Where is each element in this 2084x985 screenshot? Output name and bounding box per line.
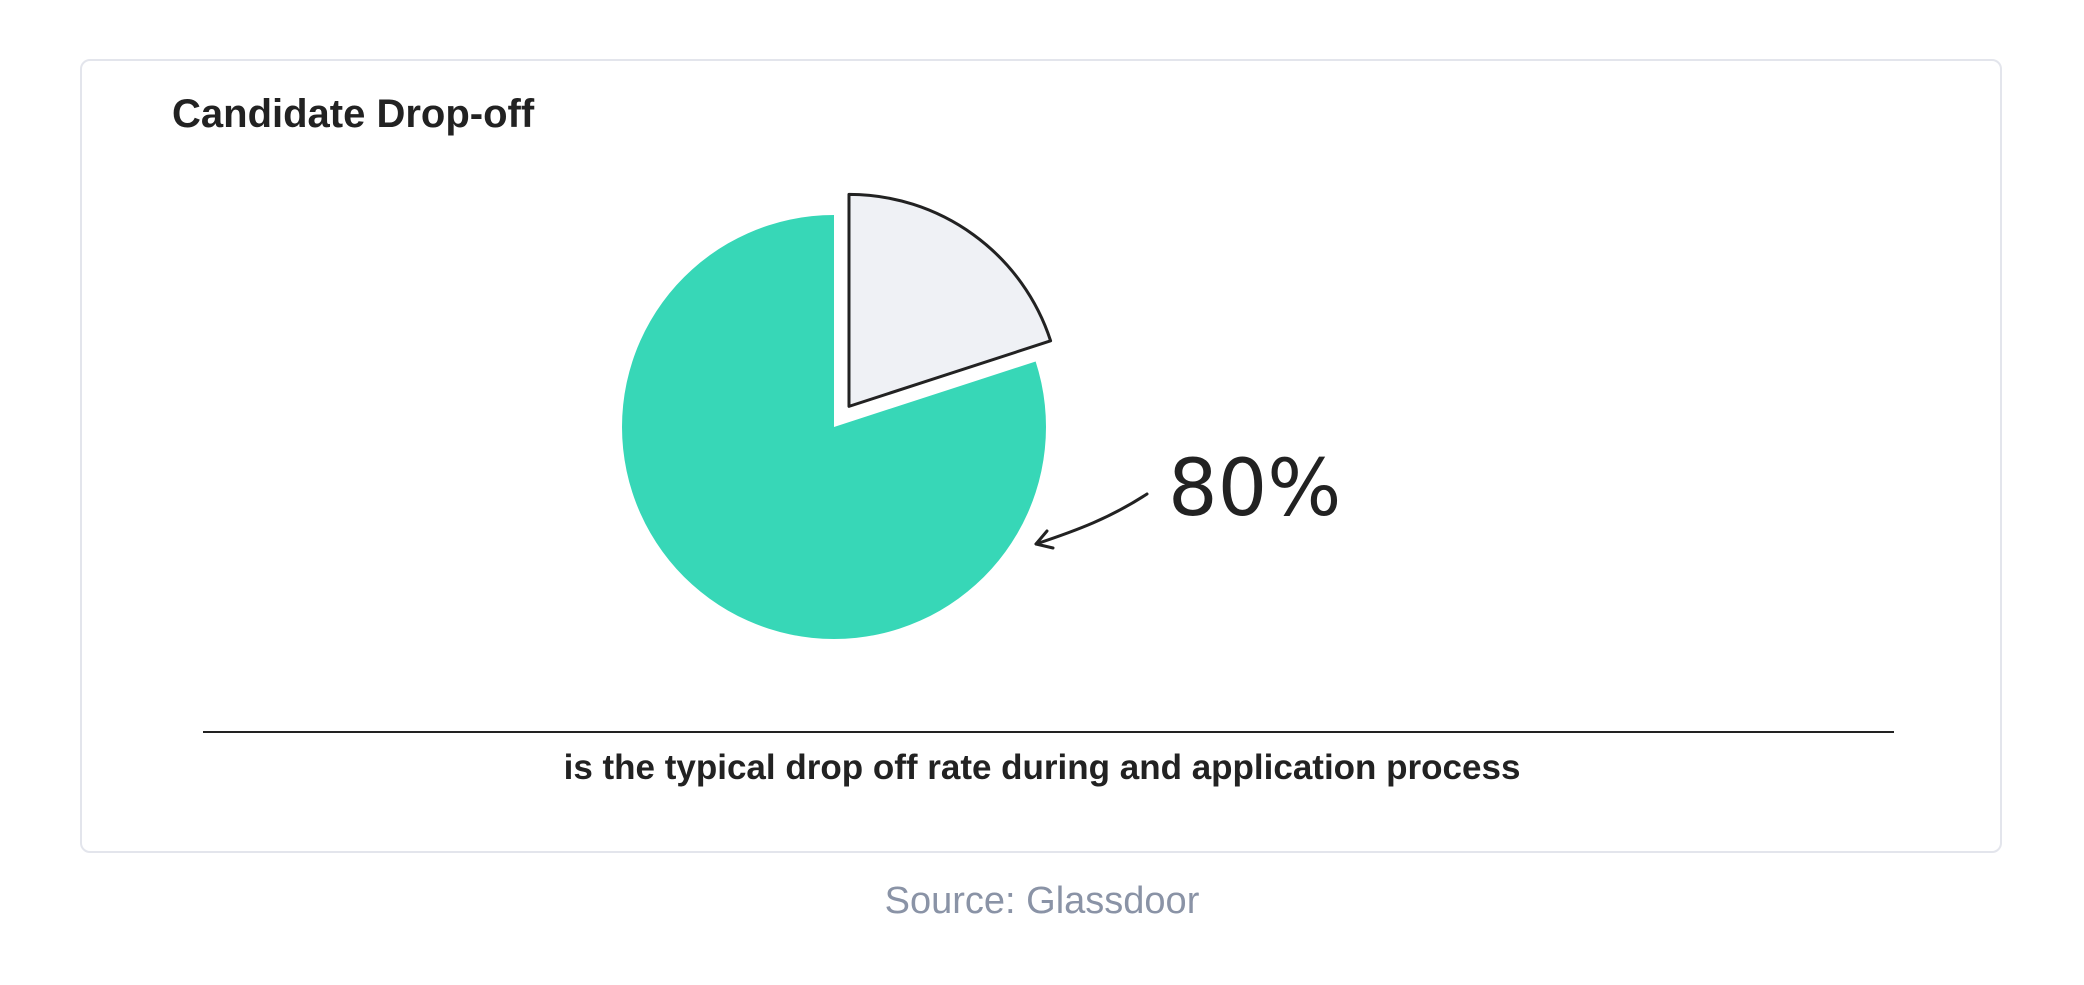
annotation-label: 80%: [1168, 444, 1341, 534]
pie-chart: [622, 192, 1053, 639]
chart-caption: is the typical drop off rate during and …: [563, 748, 1521, 787]
annotation-arrow: [1034, 492, 1149, 546]
chart-title: Candidate Drop-off: [172, 92, 535, 136]
annotation-arrowhead: [1034, 529, 1055, 550]
pie-slice-1: [847, 192, 1053, 408]
source-note: Source: Glassdoor: [884, 880, 1200, 922]
pie-slice-0: [622, 215, 1047, 639]
